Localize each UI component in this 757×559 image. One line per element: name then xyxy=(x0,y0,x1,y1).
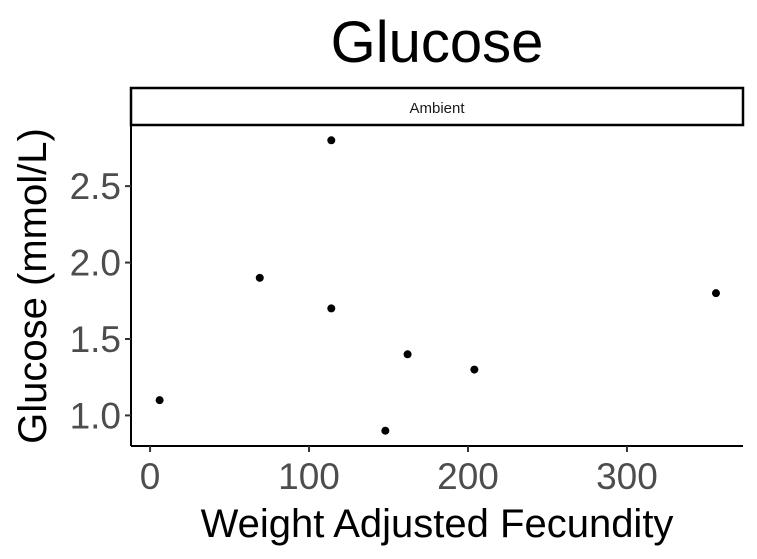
data-point xyxy=(470,365,479,374)
y-tick-label: 1.5 xyxy=(70,319,121,360)
y-axis-title: Glucose (mmol/L) xyxy=(11,128,55,444)
x-axis-ticks: 0 100 200 300 xyxy=(140,446,658,497)
facet-strip-label: Ambient xyxy=(409,100,465,117)
data-point xyxy=(381,426,390,435)
data-point xyxy=(327,304,336,313)
x-axis-title: Weight Adjusted Fecundity xyxy=(201,502,674,546)
x-tick-label: 200 xyxy=(437,456,499,497)
y-tick-label: 2.0 xyxy=(70,243,121,284)
data-point xyxy=(327,136,336,145)
facet-strip xyxy=(129,86,745,127)
data-point xyxy=(155,396,164,405)
y-tick-label: 2.5 xyxy=(70,166,121,207)
x-tick-label: 100 xyxy=(278,456,340,497)
x-tick-label: 300 xyxy=(596,456,658,497)
data-points xyxy=(155,136,720,435)
y-tick-label: 1.0 xyxy=(70,395,121,436)
data-point xyxy=(403,350,412,359)
chart-title: Glucose xyxy=(331,10,544,75)
data-point xyxy=(255,273,264,282)
data-point xyxy=(711,289,720,298)
x-tick-label: 0 xyxy=(140,456,161,497)
y-axis-ticks: 1.0 1.5 2.0 2.5 xyxy=(70,166,131,436)
